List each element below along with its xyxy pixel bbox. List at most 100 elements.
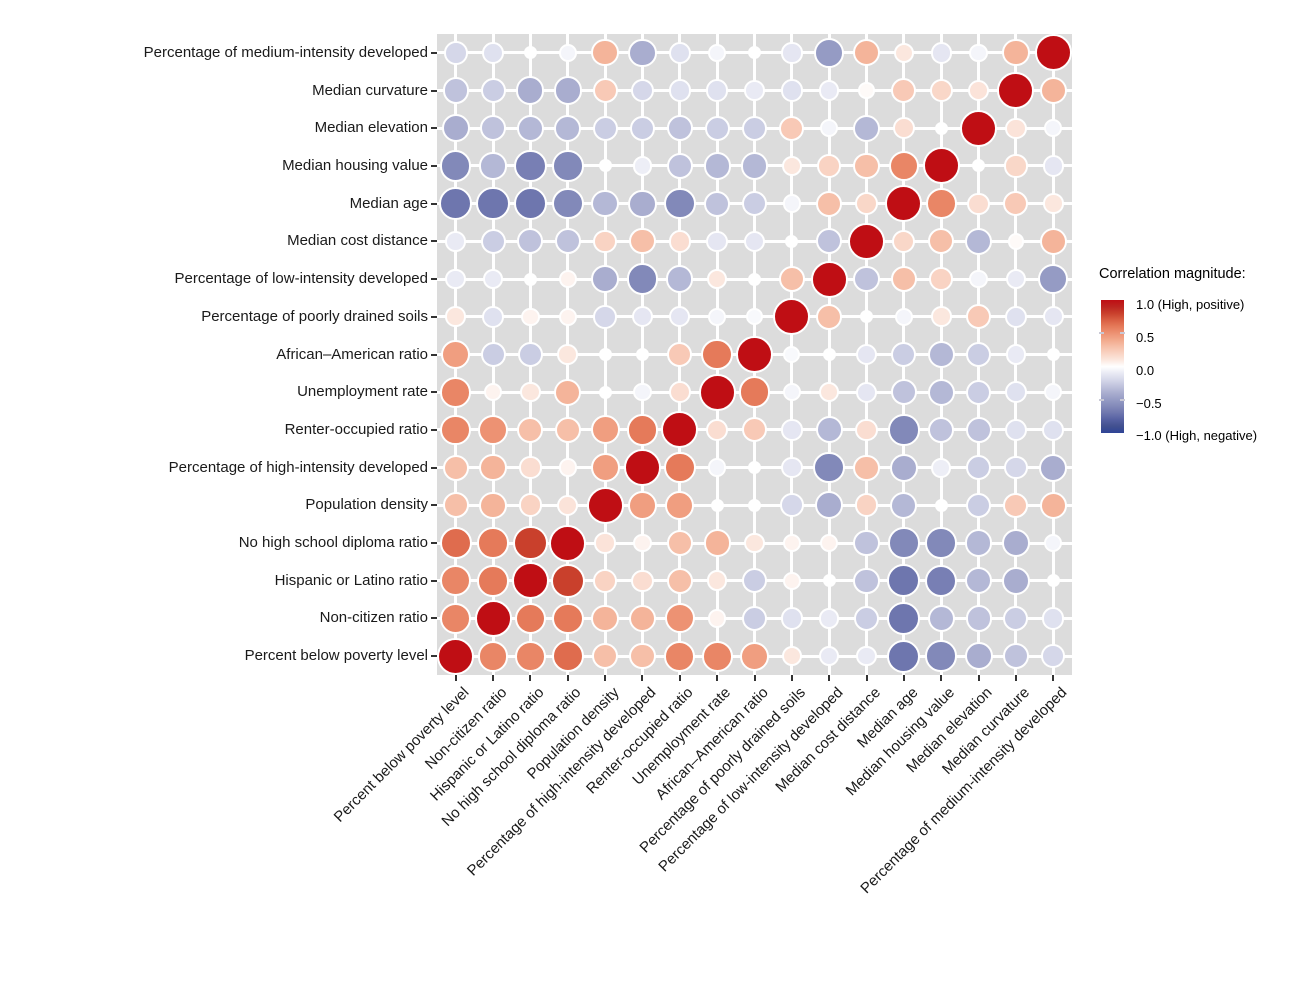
corr-dot [704,115,730,141]
x-axis-tick [566,675,569,681]
corr-dot [1001,528,1031,558]
corr-dot [590,415,620,445]
corr-dot [1044,533,1063,553]
corr-dot [778,266,805,293]
corr-dot [477,640,509,672]
corr-dot [598,348,612,361]
corr-dot [890,379,917,406]
corr-dot [445,231,466,252]
x-axis-tick [492,675,495,681]
corr-dot [478,414,508,445]
y-axis-tick [431,579,437,582]
corr-dot [816,190,843,217]
y-axis-tick [431,278,437,281]
corr-dot [817,154,842,178]
corr-dot [591,190,619,218]
corr-dot [742,605,767,631]
corr-dot [822,574,836,588]
corr-dot [1004,154,1028,178]
corr-dot [960,109,998,147]
corr-dot [703,152,731,180]
corr-dot [779,115,805,141]
corr-dot [925,188,957,220]
y-axis-label: Percentage of low-intensity developed [174,270,429,288]
corr-dot [665,490,695,520]
corr-dot [517,228,544,255]
x-axis-tick [828,675,831,681]
corr-dot [773,298,811,336]
corr-dot [517,342,543,367]
corr-dot [927,378,955,406]
corr-dot [744,80,765,101]
y-axis-tick [431,315,437,318]
corr-dot [631,306,654,328]
corr-dot [707,43,727,63]
y-axis-label: Median age [349,194,428,212]
corr-dot [480,228,506,254]
x-axis-tick [865,675,868,681]
y-axis-label: Population density [305,496,428,514]
corr-dot [479,491,507,519]
corr-dot [748,461,761,475]
corr-dot [664,640,696,672]
corr-dot [966,342,992,367]
corr-dot [781,456,803,479]
corr-dot [663,451,696,484]
corr-dot [931,457,952,478]
corr-dot [666,152,693,180]
y-axis-label: Median curvature [312,81,428,99]
y-axis-tick [431,240,437,243]
corr-dot [514,640,546,672]
corr-dot [630,78,655,103]
corr-dot [553,76,582,105]
corr-dot [855,343,878,366]
corr-dot [966,304,992,330]
corr-dot [626,414,659,446]
corr-dot [1002,39,1030,67]
corr-dot [860,310,874,324]
x-axis-tick [1014,675,1017,681]
corr-dot [558,269,577,289]
corr-dot [967,79,990,102]
corr-dot [780,607,803,630]
corr-dot [440,565,472,597]
corr-dot [664,603,695,634]
corr-dot [442,492,469,519]
corr-dot [667,342,693,367]
y-axis-label: Median elevation [314,119,428,137]
corr-dot [666,529,693,557]
corr-dot [480,342,506,367]
x-axis-tick [716,675,719,681]
corr-dot [929,267,954,291]
corr-dot [890,266,917,293]
corr-dot [1004,305,1028,328]
corr-dot [740,152,769,180]
corr-dot [440,414,472,446]
y-axis-tick [431,466,437,469]
corr-dot [930,42,952,64]
corr-dot [440,603,472,634]
corr-dot [1001,566,1031,595]
corr-dot [627,490,657,520]
corr-dot [598,385,612,399]
corr-dot [551,602,584,635]
corr-dot [628,38,657,67]
corr-dot [748,46,761,60]
corr-dot [972,159,986,173]
corr-dot [632,156,653,176]
corr-dot [965,529,993,557]
corr-dot [1038,264,1069,295]
corr-dot [476,187,510,221]
corr-dot [517,416,544,443]
corr-dot [705,418,729,442]
corr-dot [701,338,733,371]
corr-dot [474,599,512,637]
corr-dot [889,453,918,482]
corr-dot [853,529,880,557]
corr-dot [479,454,507,482]
corr-dot [853,454,880,481]
corr-dot [554,416,581,443]
y-axis-tick [431,655,437,658]
corr-dot [892,117,916,140]
corr-dot [818,645,840,667]
